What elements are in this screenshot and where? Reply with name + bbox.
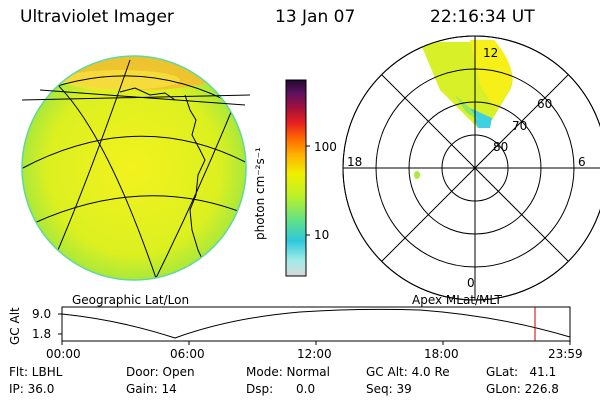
colorbar-tick-100: 100: [314, 140, 337, 154]
emission-spot: [414, 171, 420, 179]
lat-line: [22, 195, 246, 236]
altitude-xtick: 06:00: [170, 347, 205, 361]
mlat-label-80: 80: [493, 140, 509, 154]
info-glon: GLon: 226.8: [486, 382, 559, 396]
instrument-title: Ultraviolet Imager: [20, 7, 174, 27]
mlt-label-right: 6: [578, 155, 586, 169]
altitude-curve: [61, 308, 571, 339]
info-door: Door: Open: [126, 365, 195, 379]
polar-plot: [342, 35, 600, 301]
geographic-globe: [21, 55, 251, 281]
altitude-ylabel: GC Alt: [8, 307, 22, 345]
altitude-xtick: 18:00: [424, 347, 459, 361]
mlt-label-bottom: 0: [467, 276, 475, 290]
info-glat: GLat: 41.1: [486, 365, 557, 379]
observation-time: 22:16:34 UT: [430, 7, 535, 27]
coastline-north: [119, 87, 176, 101]
lat-line: [22, 135, 246, 176]
lon-line: [149, 89, 241, 280]
altitude-xtick: 23:59: [548, 347, 583, 361]
colorbar: [285, 79, 310, 277]
colorbar-scale: [285, 79, 307, 277]
mlt-label-left: 18: [347, 155, 363, 169]
info-mode: Mode: Normal: [246, 365, 330, 379]
altitude-plot: [58, 306, 571, 345]
globe-disk: [22, 56, 246, 280]
right-panel-caption: Apex MLat/MLT: [412, 293, 502, 307]
observation-date: 13 Jan 07: [275, 7, 356, 27]
colorbar-tick-10: 10: [314, 228, 330, 242]
info-gc-alt: GC Alt: 4.0 Re: [366, 365, 450, 379]
info-seq: Seq: 39: [366, 382, 412, 396]
mlt-label-top: 12: [483, 46, 499, 60]
altitude-xtick: 12:00: [297, 347, 332, 361]
left-panel-caption: Geographic Lat/Lon: [72, 293, 190, 307]
altitude-ytick-high: 9.0: [32, 307, 52, 321]
mlat-label-70: 70: [512, 119, 528, 133]
info-ip: IP: 36.0: [9, 382, 55, 396]
info-dsp: Dsp: 0.0: [246, 382, 316, 396]
altitude-ytick-low: 1.8: [32, 327, 52, 341]
info-gain: Gain: 14: [126, 382, 177, 396]
altitude-xtick: 00:00: [46, 347, 81, 361]
colorbar-unit-label: photon cm⁻²s⁻¹: [253, 147, 267, 240]
mlat-label-60: 60: [537, 97, 553, 111]
info-filter: Flt: LBHL: [9, 365, 63, 379]
